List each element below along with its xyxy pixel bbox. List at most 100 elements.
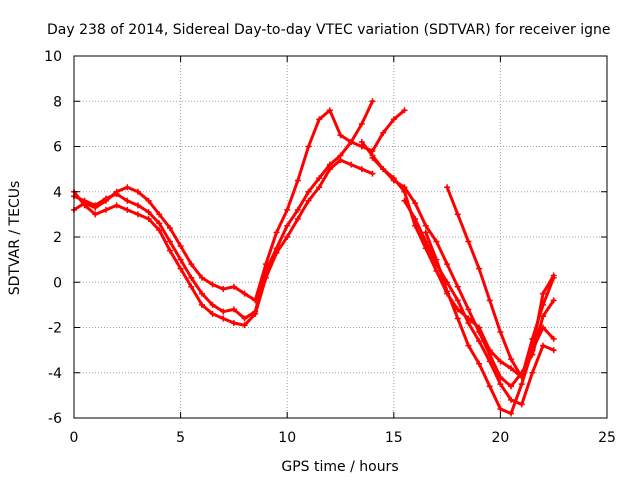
- data-point: [337, 157, 344, 164]
- data-point: [294, 177, 301, 184]
- data-point: [358, 120, 365, 127]
- data-point: [380, 166, 387, 173]
- data-point: [454, 211, 461, 218]
- data-point: [145, 197, 152, 204]
- data-point: [156, 227, 163, 234]
- data-point: [294, 206, 301, 213]
- data-point: [230, 306, 237, 313]
- y-tick-label: 10: [44, 49, 62, 65]
- data-point: [284, 222, 291, 229]
- data-point: [401, 197, 408, 204]
- data-point: [518, 381, 525, 388]
- data-point: [422, 222, 429, 229]
- data-point: [540, 342, 547, 349]
- data-point: [124, 184, 131, 191]
- data-point: [508, 410, 515, 417]
- data-point: [497, 381, 504, 388]
- data-point: [497, 358, 504, 365]
- x-axis-title: GPS time / hours: [281, 459, 398, 475]
- data-point: [476, 265, 483, 272]
- data-point: [241, 315, 248, 322]
- data-point: [337, 132, 344, 139]
- data-point: [529, 335, 536, 342]
- data-point: [444, 288, 451, 295]
- data-point: [465, 342, 472, 349]
- data-point: [230, 283, 237, 290]
- data-point: [230, 319, 237, 326]
- data-point: [220, 315, 227, 322]
- data-point: [134, 202, 141, 209]
- data-point: [305, 143, 312, 150]
- data-point: [369, 170, 376, 177]
- data-point: [220, 286, 227, 293]
- data-point: [433, 256, 440, 263]
- data-point: [177, 243, 184, 250]
- data-point: [465, 238, 472, 245]
- series-line: [72, 108, 406, 302]
- data-point: [486, 297, 493, 304]
- data-point: [486, 383, 493, 390]
- data-point: [497, 329, 504, 336]
- x-tick-label: 20: [491, 430, 509, 446]
- data-point: [412, 215, 419, 222]
- data-point: [529, 369, 536, 376]
- y-tick-label: 0: [53, 275, 62, 291]
- data-point: [454, 297, 461, 304]
- data-point: [124, 197, 131, 204]
- series-track-c: [71, 157, 376, 329]
- y-tick-label: -6: [48, 411, 62, 427]
- y-tick-label: 8: [53, 94, 62, 110]
- data-point: [81, 202, 88, 209]
- data-point: [465, 306, 472, 313]
- data-series: [71, 98, 557, 417]
- data-point: [401, 107, 408, 114]
- data-point: [348, 138, 355, 145]
- data-point: [209, 310, 216, 317]
- data-point: [124, 206, 131, 213]
- data-point: [113, 191, 120, 198]
- data-point: [113, 202, 120, 209]
- data-point: [390, 177, 397, 184]
- data-point: [476, 338, 483, 345]
- data-point: [326, 107, 333, 114]
- data-point: [177, 256, 184, 263]
- data-point: [369, 98, 376, 105]
- data-point: [326, 166, 333, 173]
- data-point: [550, 335, 557, 342]
- data-point: [166, 247, 173, 254]
- data-point: [273, 229, 280, 236]
- series-track-g: [422, 229, 557, 417]
- data-point: [476, 360, 483, 367]
- data-point: [550, 347, 557, 354]
- data-point: [273, 249, 280, 256]
- y-tick-label: 4: [53, 185, 62, 201]
- data-point: [316, 184, 323, 191]
- data-point: [508, 365, 515, 372]
- data-point: [305, 188, 312, 195]
- data-point: [508, 383, 515, 390]
- chart-title: Day 238 of 2014, Sidereal Day-to-day VTE…: [47, 22, 610, 38]
- data-point: [198, 290, 205, 297]
- data-point: [294, 215, 301, 222]
- data-point: [284, 234, 291, 240]
- data-point: [433, 267, 440, 274]
- data-point: [358, 166, 365, 173]
- data-point: [550, 274, 557, 281]
- x-tick-label: 5: [176, 430, 185, 446]
- data-point: [390, 116, 397, 123]
- data-point: [209, 301, 216, 308]
- data-point: [433, 238, 440, 245]
- data-point: [369, 154, 376, 161]
- data-point: [166, 224, 173, 231]
- data-point: [316, 116, 323, 123]
- data-point: [102, 195, 109, 202]
- x-tick-label: 0: [70, 430, 79, 446]
- y-tick-label: 6: [53, 140, 62, 156]
- data-point: [134, 188, 141, 195]
- data-point: [412, 200, 419, 207]
- data-point: [156, 211, 163, 218]
- data-point: [454, 315, 461, 322]
- data-point: [550, 297, 557, 304]
